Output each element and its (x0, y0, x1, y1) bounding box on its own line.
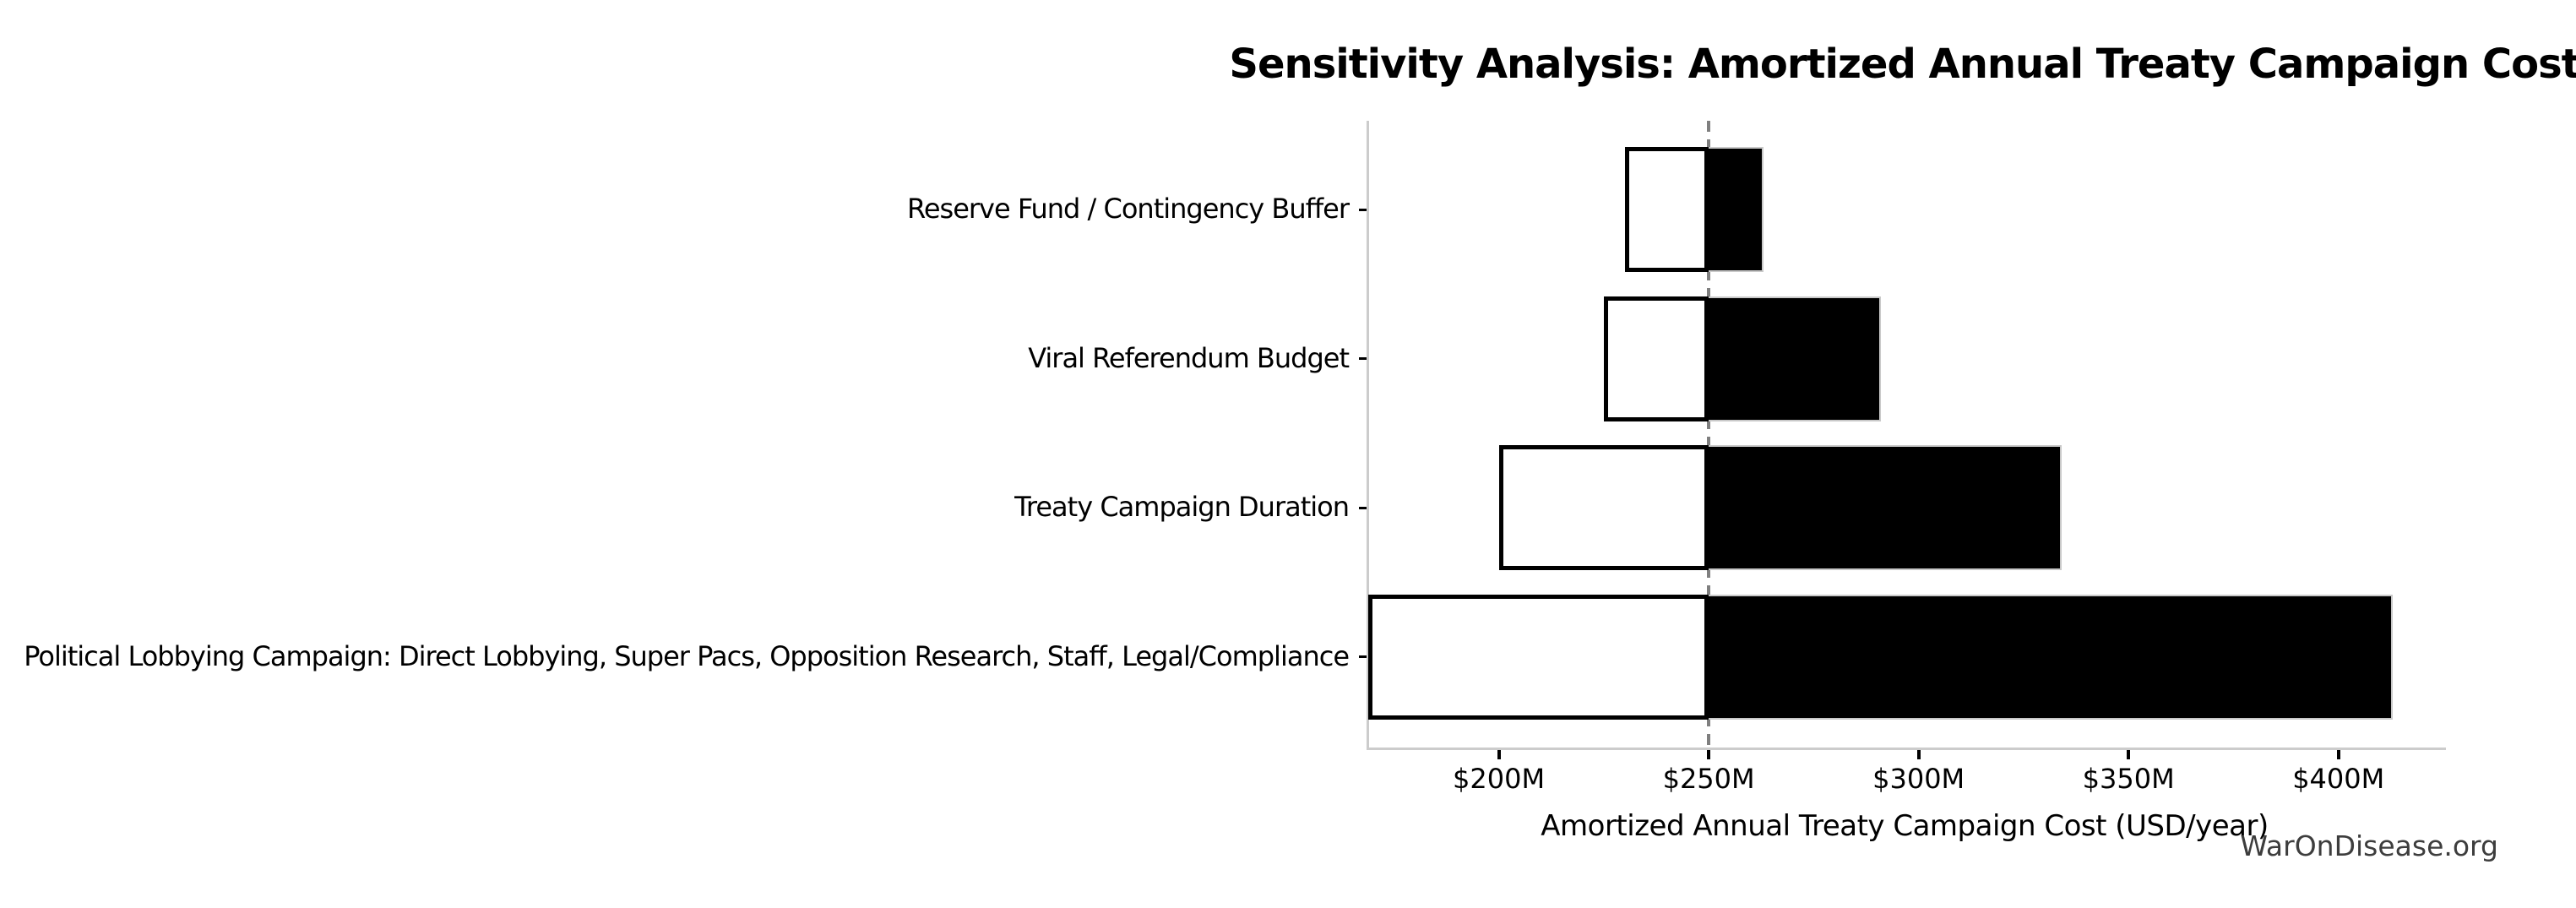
x-tick-label: $350M (2082, 763, 2175, 795)
x-tick-label: $400M (2292, 763, 2385, 795)
y-axis-tick (1359, 506, 1367, 509)
y-axis-tick (1359, 357, 1367, 361)
bar-low-segment (1624, 147, 1709, 273)
x-tick-label: $250M (1662, 763, 1755, 795)
x-axis-tick (1916, 750, 1921, 759)
x-tick-label: $300M (1872, 763, 1965, 795)
category-label: Viral Referendum Budget (1028, 341, 1350, 374)
baseline-dashed-line (1707, 121, 1711, 748)
category-label: Treaty Campaign Duration (1014, 491, 1350, 524)
category-label: Reserve Fund / Contingency Buffer (907, 193, 1350, 226)
x-axis-tick (1497, 750, 1501, 759)
x-axis-label: Amortized Annual Treaty Campaign Cost (U… (1541, 809, 2269, 843)
x-tick-label: $200M (1453, 763, 1546, 795)
y-axis-tick (1359, 655, 1367, 658)
plot-area (1367, 121, 2446, 750)
x-axis-tick (1707, 750, 1711, 759)
watermark-text: WarOnDisease.org (2240, 829, 2498, 862)
bar-low-segment (1368, 594, 1709, 720)
bar-low-segment (1603, 296, 1709, 421)
x-axis-tick (2336, 750, 2340, 759)
category-label: Political Lobbying Campaign: Direct Lobb… (24, 639, 1350, 672)
bar-low-segment (1498, 445, 1709, 571)
y-axis-tick (1359, 208, 1367, 211)
chart-title: Sensitivity Analysis: Amortized Annual T… (1229, 41, 2576, 88)
x-axis-tick (2127, 750, 2131, 759)
